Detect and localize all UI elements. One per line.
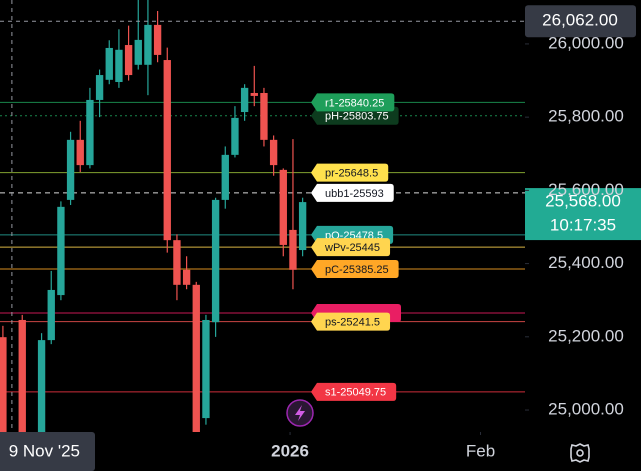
level-tag: wPv-25445 [311,238,391,257]
y-tick-label: 25,200.00 [548,326,624,345]
candle-body [298,202,307,251]
last-price-label: 25,568.00 [545,192,621,211]
level-tag-box [311,183,394,202]
overlay: pH-25803.75 r1-25840.25 pr-25648.5 ubb1-255… [0,5,641,471]
candle-body [231,117,239,155]
level-tag-label: wPv-25445 [324,242,380,254]
candle-body [182,269,191,285]
candle-body [37,340,46,432]
candle-body [173,240,181,285]
candle-body [57,206,65,296]
level-tag: r1-25840.25 [311,93,395,112]
level-tag: pC-25385.25 [311,259,399,278]
candle-body [289,229,297,270]
y-tick-label: 25,600.00 [548,180,624,199]
candle-body [163,60,171,241]
level-tag-label: ps-25241.5 [325,317,380,329]
candle-body [260,92,268,140]
candle-body [153,24,162,55]
settings-icon[interactable] [570,443,590,463]
candle-body [95,75,104,100]
level-tag-box [311,238,391,257]
level-tag-box [311,259,399,278]
candle-body [269,139,278,166]
candle-body [240,87,249,113]
y-tick-label: 25,800.00 [548,107,624,126]
level-tag-label: pC-25385.25 [325,264,389,276]
alert-icon[interactable] [286,399,314,427]
level-tag: ubb1-25593 [311,183,394,202]
x-tick-label: Feb [466,441,495,460]
level-tag-label: r1-25840.25 [325,97,384,109]
candle-body [144,24,152,65]
last-price-box [525,188,641,241]
level-tag: pr-25648.5 [311,163,389,182]
candle-body [134,39,142,65]
candle-body [115,49,123,83]
y-tick-label: 25,400.00 [548,253,624,272]
crosshair-y-box [525,5,636,38]
plot-area [0,0,525,432]
level-tag-box [311,163,389,182]
level-tag-label: pr-25648.5 [325,168,378,180]
x-tick-label: 2026 [271,441,309,460]
candle-body [211,199,220,323]
crosshair-y-label: 26,062.00 [542,11,618,30]
candle-body [86,99,94,166]
candle-body [124,45,133,76]
candle-body [279,169,287,245]
candle-body [250,92,258,96]
countdown-label: 10:17:35 [550,216,616,235]
candle-body [18,319,26,432]
candle-body [192,284,200,432]
crosshair-x-box [0,432,95,471]
crosshair-x-label: 9 Nov '25 [9,441,80,460]
level-tag-box [311,93,395,112]
candle-body [221,154,229,200]
level-tag: ps-25241.5 [311,312,391,331]
candle-body [47,289,55,341]
level-tag-box [311,382,397,401]
candle-body [105,47,113,80]
candle-body [0,337,7,432]
y-tick-label: 26,000.00 [548,33,624,52]
candle-body [66,139,75,200]
level-tag-label: pH-25803.75 [325,111,389,123]
candle-body [202,319,210,419]
candle-body [76,139,84,166]
level-tag-box [311,312,391,331]
y-tick-label: 25,000.00 [548,400,624,419]
level-tag-label: ubb1-25593 [325,188,384,200]
level-tag: s1-25049.75 [311,382,397,401]
level-tag-label: s1-25049.75 [325,387,386,399]
